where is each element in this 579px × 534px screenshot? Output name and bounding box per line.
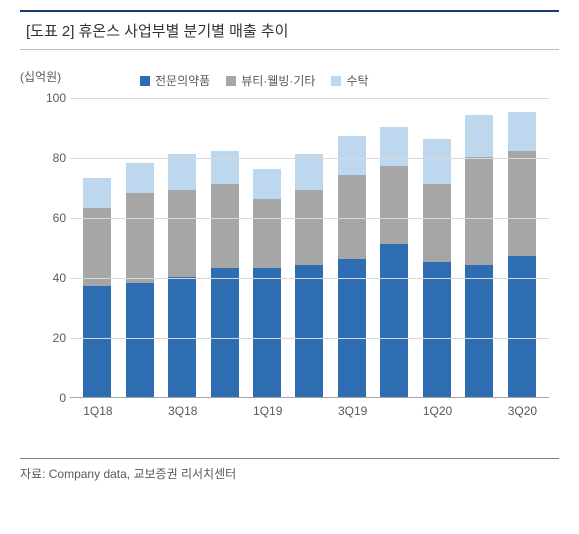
bar-segment [338, 259, 366, 397]
x-tick-label: 3Q20 [508, 404, 536, 418]
bar-segment [423, 184, 451, 262]
x-tick-label [295, 404, 323, 418]
x-tick-label [211, 404, 239, 418]
bar-segment [380, 166, 408, 244]
bar-segment [295, 265, 323, 397]
y-tick-label: 40 [38, 271, 66, 285]
gridline [70, 98, 549, 99]
bar-segment [126, 193, 154, 283]
chart-area: (십억원) 전문의약품뷰티·웰빙·기타수탁 020406080100 1Q183… [20, 68, 559, 428]
bar-segment [380, 244, 408, 397]
legend-swatch [331, 76, 341, 86]
bar-segment [253, 169, 281, 199]
chart-title-bar: [도표 2] 휴온스 사업부별 분기별 매출 추이 [20, 10, 559, 50]
legend-label: 전문의약품 [155, 72, 210, 89]
legend-swatch [226, 76, 236, 86]
x-tick-label [126, 404, 154, 418]
y-tick-label: 80 [38, 151, 66, 165]
bar-group [253, 169, 281, 397]
bar-segment [126, 283, 154, 397]
bar-segment [295, 190, 323, 265]
bar-segment [211, 268, 239, 397]
bar-segment [253, 268, 281, 397]
bar-segment [168, 154, 196, 190]
plot-region: 020406080100 [70, 98, 549, 398]
bar-group [508, 112, 536, 397]
bar-group [211, 151, 239, 397]
source-text: 자료: Company data, 교보증권 리서치센터 [20, 458, 559, 482]
bar-segment [253, 199, 281, 268]
bar-segment [83, 286, 111, 397]
y-axis-label: (십억원) [20, 68, 61, 85]
legend: 전문의약품 뷰티·웰빙·기타 수탁 [140, 72, 369, 89]
legend-label: 수탁 [346, 72, 368, 89]
x-tick-label: 1Q20 [423, 404, 451, 418]
gridline [70, 218, 549, 219]
y-tick-label: 60 [38, 211, 66, 225]
x-tick-label: 1Q19 [253, 404, 281, 418]
bar-segment [338, 175, 366, 259]
bar-segment [338, 136, 366, 175]
bar-segment [465, 157, 493, 265]
bar-segment [211, 151, 239, 184]
bar-segment [508, 112, 536, 151]
bar-segment [295, 154, 323, 190]
gridline [70, 158, 549, 159]
legend-item: 전문의약품 [140, 72, 210, 89]
legend-label: 뷰티·웰빙·기타 [241, 72, 315, 89]
bar-segment [126, 163, 154, 193]
chart-title: [도표 2] 휴온스 사업부별 분기별 매출 추이 [26, 23, 288, 40]
bar-group [295, 154, 323, 397]
gridline [70, 278, 549, 279]
legend-swatch [140, 76, 150, 86]
x-axis-ticks: 1Q18 3Q18 1Q19 3Q19 1Q20 3Q20 [70, 398, 549, 418]
bar-segment [168, 190, 196, 277]
bar-group [423, 139, 451, 397]
chart-container: [도표 2] 휴온스 사업부별 분기별 매출 추이 (십억원) 전문의약품 뷰티·… [0, 0, 579, 492]
bar-segment [380, 127, 408, 166]
bar-group [168, 154, 196, 397]
gridline [70, 338, 549, 339]
bar-segment [465, 115, 493, 157]
y-tick-label: 100 [38, 91, 66, 105]
bar-segment [508, 151, 536, 256]
bar-segment [168, 277, 196, 397]
bar-segment [83, 178, 111, 208]
y-tick-label: 0 [38, 391, 66, 405]
bar-group [380, 127, 408, 397]
bar-segment [465, 265, 493, 397]
x-tick-label [465, 404, 493, 418]
bars-container [70, 98, 549, 397]
bar-group [83, 178, 111, 397]
x-tick-label: 3Q18 [168, 404, 196, 418]
bar-segment [423, 262, 451, 397]
x-tick-label: 1Q18 [83, 404, 111, 418]
bar-segment [83, 208, 111, 286]
bar-segment [423, 139, 451, 184]
y-tick-label: 20 [38, 331, 66, 345]
legend-item: 뷰티·웰빙·기타 [226, 72, 315, 89]
bar-group [126, 163, 154, 397]
x-tick-label: 3Q19 [338, 404, 366, 418]
bar-segment [211, 184, 239, 268]
bar-group [338, 136, 366, 397]
legend-item: 수탁 [331, 72, 368, 89]
x-tick-label [380, 404, 408, 418]
